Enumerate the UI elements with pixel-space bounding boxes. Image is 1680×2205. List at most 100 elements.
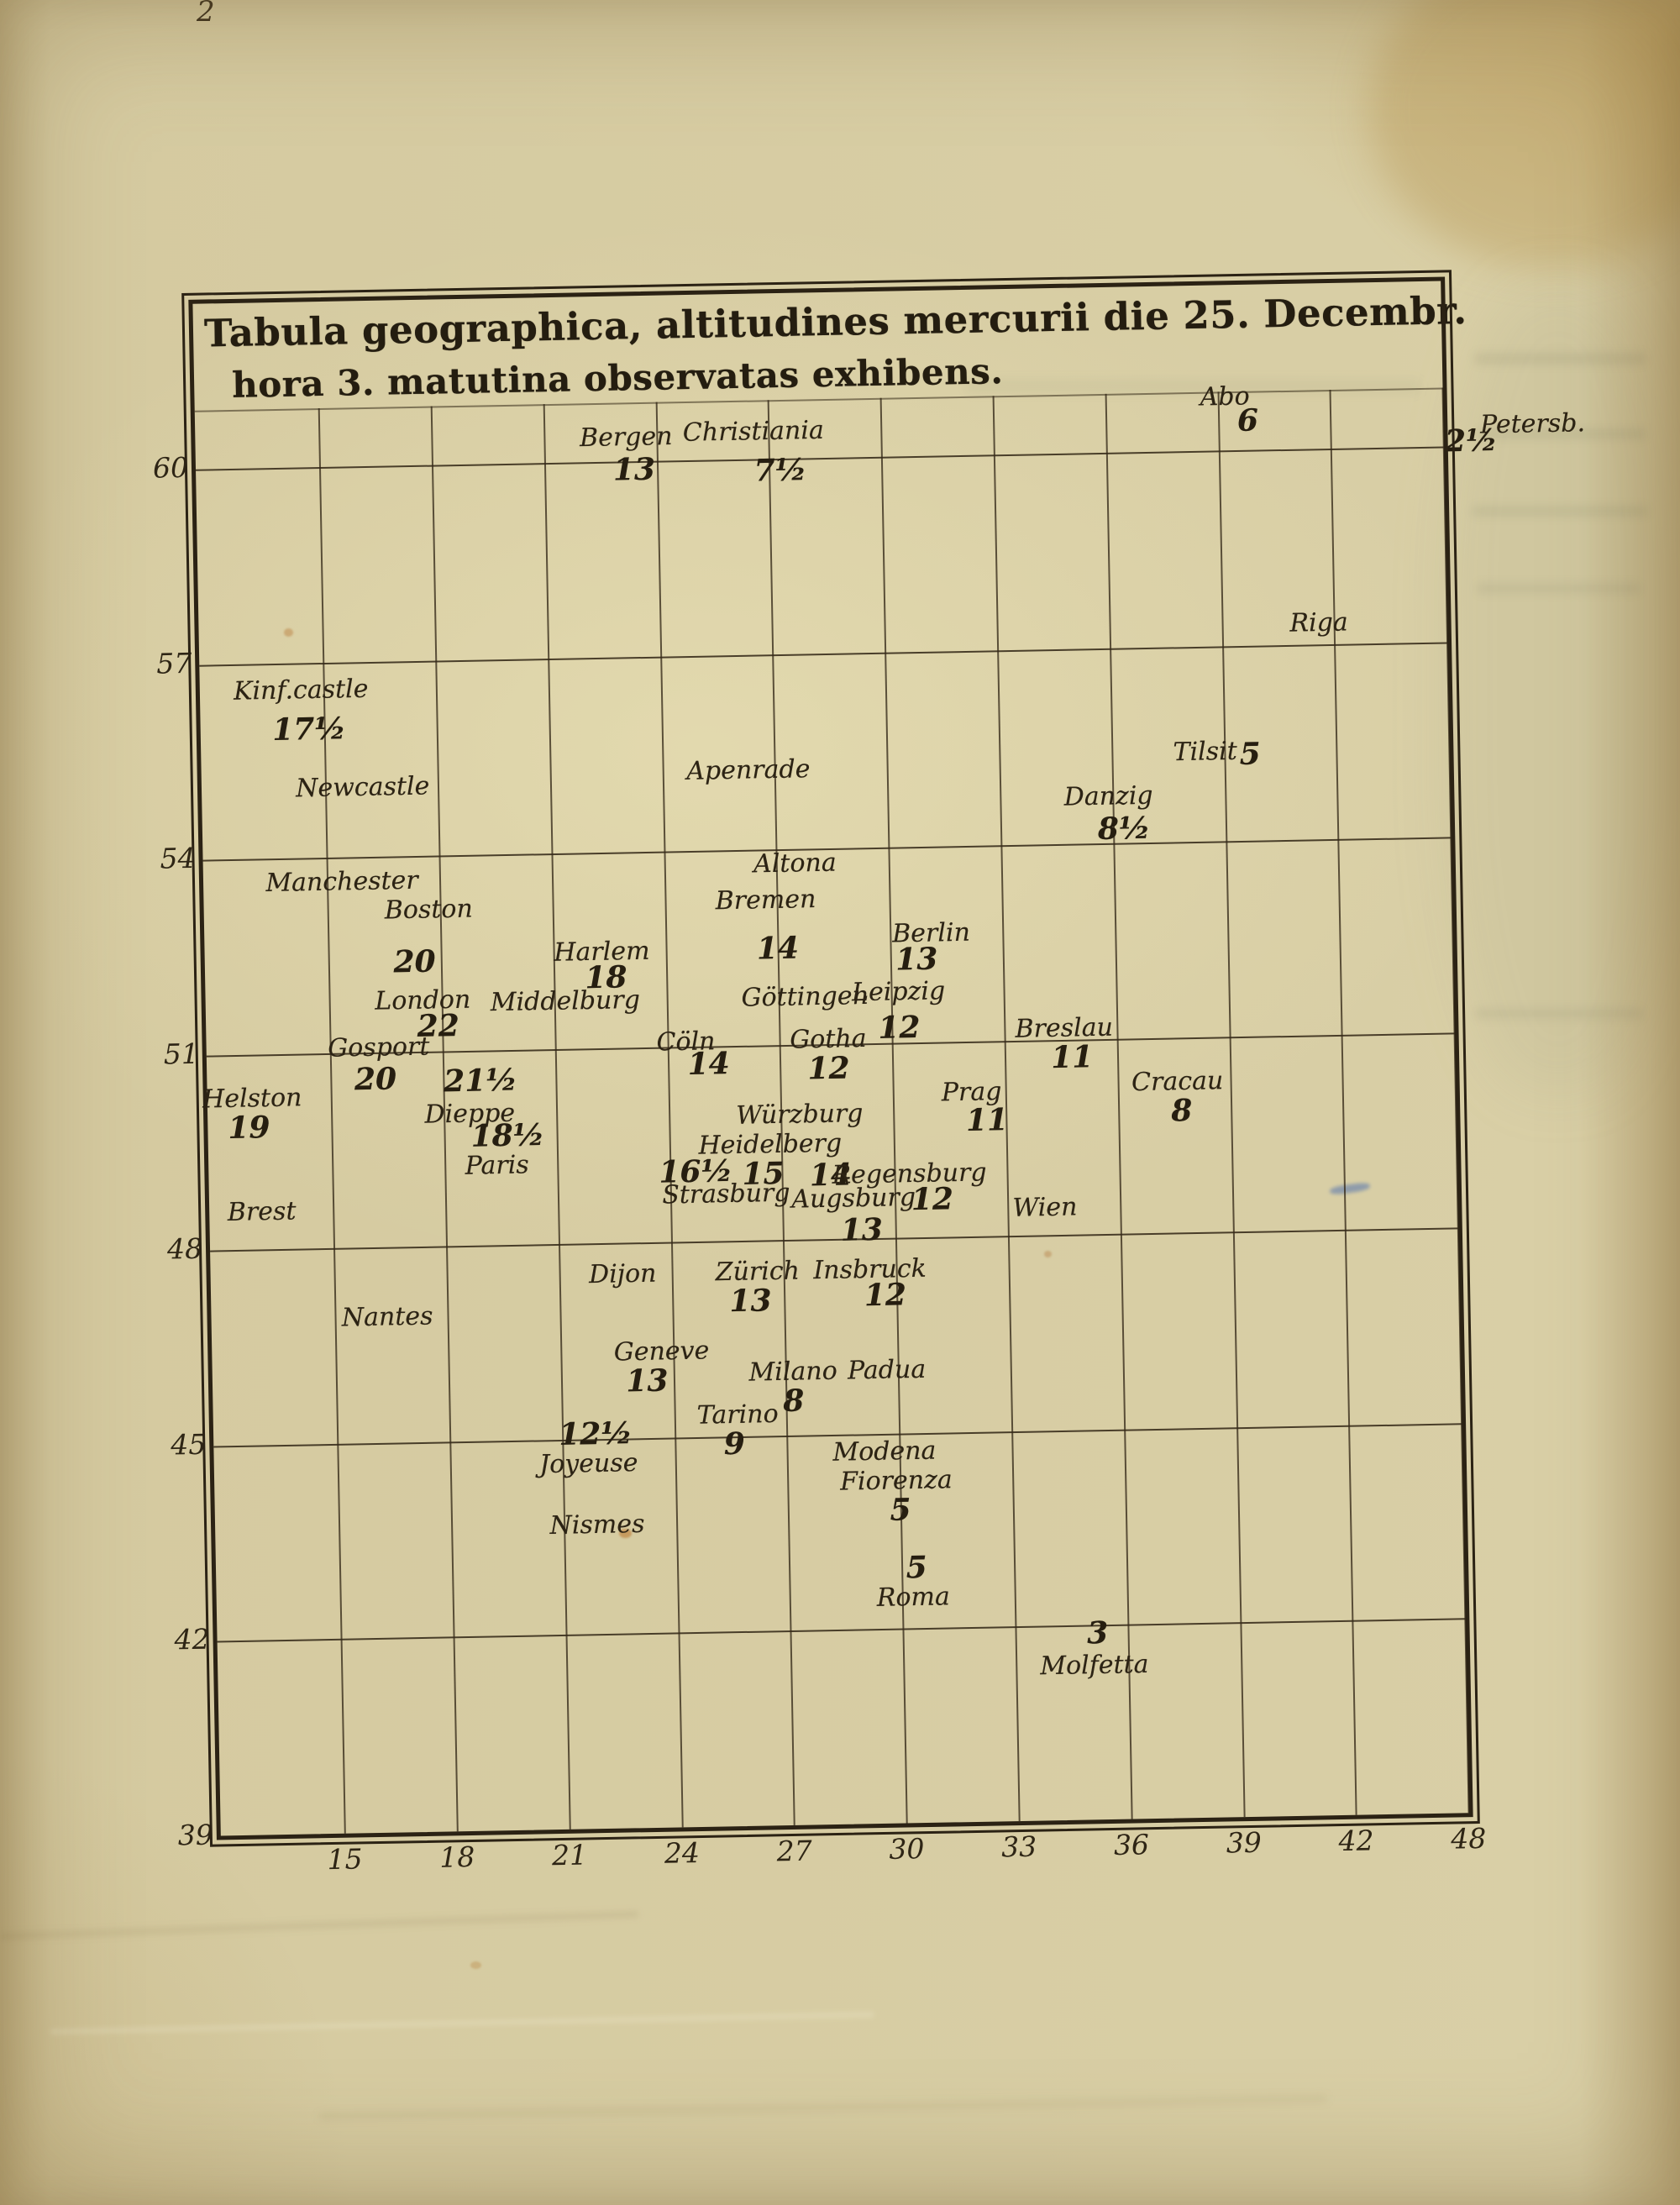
value-tilsit: 5 [1239, 736, 1262, 773]
paper-stain [1475, 1008, 1643, 1019]
x-axis-tick-33: 33 [1000, 1830, 1037, 1864]
gridline-lon-36 [1105, 393, 1133, 1819]
station-dijon: Dijon [588, 1258, 657, 1289]
value-breslau: 11 [1050, 1038, 1094, 1075]
station-w-rzburg: Würzburg [735, 1098, 864, 1131]
station-modena: Modena [832, 1436, 937, 1467]
station-kinf-castle: Kinf.castle [233, 675, 369, 707]
station-padua: Padua [847, 1354, 927, 1386]
x-axis-tick-42: 42 [1338, 1824, 1374, 1858]
station-newcastle: Newcastle [295, 771, 430, 803]
station-molfetta: Molfetta [1039, 1650, 1149, 1682]
value-insbruck: 12 [864, 1277, 907, 1313]
x-axis-tick-36: 36 [1113, 1828, 1150, 1861]
value-roma: 5 [906, 1550, 928, 1586]
gridline-lon-39 [1217, 391, 1246, 1818]
value-gosport: 20 [354, 1061, 397, 1098]
y-axis-tick-54: 54 [160, 841, 196, 875]
y-axis-tick-45: 45 [170, 1427, 207, 1461]
x-axis-tick-39: 39 [1226, 1825, 1263, 1860]
station-bremen: Bremen [715, 885, 816, 916]
value-christiania: 7½ [753, 451, 807, 488]
value-danzig: 8½ [1097, 810, 1151, 847]
x-axis-tick-48: 48 [1450, 1821, 1487, 1856]
value-c-ln: 14 [687, 1045, 731, 1082]
x-axis-tick-27: 27 [776, 1834, 813, 1868]
station-tilsit: Tilsit [1173, 737, 1238, 768]
y-axis-tick-39: 39 [177, 1818, 214, 1851]
value-z-rich: 13 [729, 1282, 772, 1319]
gridline-lat-48 [210, 1227, 1458, 1252]
x-axis-tick-30: 30 [889, 1832, 925, 1866]
station-riga: Riga [1289, 607, 1349, 638]
value-leipzig: 12 [878, 1009, 921, 1046]
x-axis-tick-18: 18 [438, 1840, 475, 1874]
station-gosport: Gosport [327, 1032, 430, 1063]
gridline-lon-24 [655, 402, 684, 1828]
value-augsburg: 13 [840, 1212, 884, 1248]
value-joyeuse: 12½ [558, 1415, 633, 1452]
grid-area: 60 57 54 51 48 45 42 39 15 18 21 24 27 30 33 36 39 42 48 Be… [153, 270, 1586, 1876]
gridline-lat-57 [199, 641, 1448, 667]
gridline-lat-42 [217, 1618, 1466, 1643]
value-helston: 19 [228, 1109, 270, 1146]
station-paris: Paris [465, 1150, 530, 1181]
paper-crease [319, 2095, 1327, 2120]
paper-crease [0, 1910, 638, 1940]
value-bremen: 14 [756, 930, 800, 967]
value-geneve: 13 [625, 1362, 669, 1399]
value-paris: 18½ [470, 1117, 545, 1154]
value-milano: 8 [782, 1383, 805, 1419]
station-middelburg: Middelburg [490, 985, 641, 1018]
y-axis-tick-48: 48 [166, 1231, 203, 1266]
y-axis-tick-42: 42 [174, 1622, 210, 1656]
station-apenrade: Apenrade [685, 754, 811, 786]
paper-stain [1472, 506, 1648, 517]
rust-spot [470, 1961, 481, 1969]
y-axis-tick-51: 51 [163, 1037, 200, 1071]
station-altona: Altona [753, 848, 837, 879]
station-g-ttingen: Göttingen [741, 981, 869, 1013]
gridline-lon-21 [543, 404, 571, 1830]
gridline-lon-42 [1329, 389, 1357, 1815]
value-dieppe: 21½ [443, 1062, 518, 1100]
paper-stain [1445, 286, 1672, 1092]
station-danzig: Danzig [1063, 780, 1153, 812]
station-roma: Roma [876, 1582, 951, 1613]
value-gotha: 12 [807, 1049, 851, 1086]
value-bergen: 13 [612, 451, 656, 488]
station-regensburg: Regensburg [832, 1158, 987, 1191]
x-axis-tick-21: 21 [551, 1838, 588, 1872]
station-bergen: Bergen [579, 421, 673, 453]
station-leipzig: Leipzig [851, 976, 946, 1008]
station-nantes: Nantes [341, 1301, 433, 1333]
gridline-lat-60 [196, 446, 1444, 472]
value-boston: 20 [393, 943, 436, 980]
value-regensburg: 12 [911, 1181, 954, 1218]
value-molfetta: 3 [1086, 1614, 1109, 1651]
x-axis-tick-24: 24 [664, 1836, 701, 1870]
station-brest: Brest [227, 1196, 297, 1228]
station-nismes: Nismes [549, 1509, 645, 1541]
value-prag: 11 [965, 1102, 1009, 1139]
y-axis-tick-57: 57 [155, 646, 192, 680]
x-axis-tick-15: 15 [327, 1842, 363, 1877]
value-tarino: 9 [723, 1425, 746, 1462]
value-strasburg: 16½ [659, 1152, 733, 1190]
station-joyeuse: Joyeuse [538, 1447, 638, 1479]
page-number: 2 [197, 0, 215, 29]
paper-stain [1474, 353, 1646, 365]
value-abo: 6 [1236, 402, 1259, 439]
value-kinf-castle: 17½ [271, 711, 347, 748]
y-axis-tick-60: 60 [152, 450, 189, 485]
chart-plate: Tabula geographica, altitudines mercurii… [153, 270, 1586, 1876]
station-manchester: Manchester [265, 865, 419, 899]
value-cracau: 8 [1170, 1092, 1193, 1129]
value-berlin: 13 [895, 941, 938, 978]
gridline-lon-15 [318, 408, 346, 1834]
paper-stain [1369, 0, 1680, 269]
station-boston: Boston [384, 894, 474, 926]
station-christiania: Christiania [682, 415, 825, 448]
paper-stain [1477, 583, 1641, 594]
